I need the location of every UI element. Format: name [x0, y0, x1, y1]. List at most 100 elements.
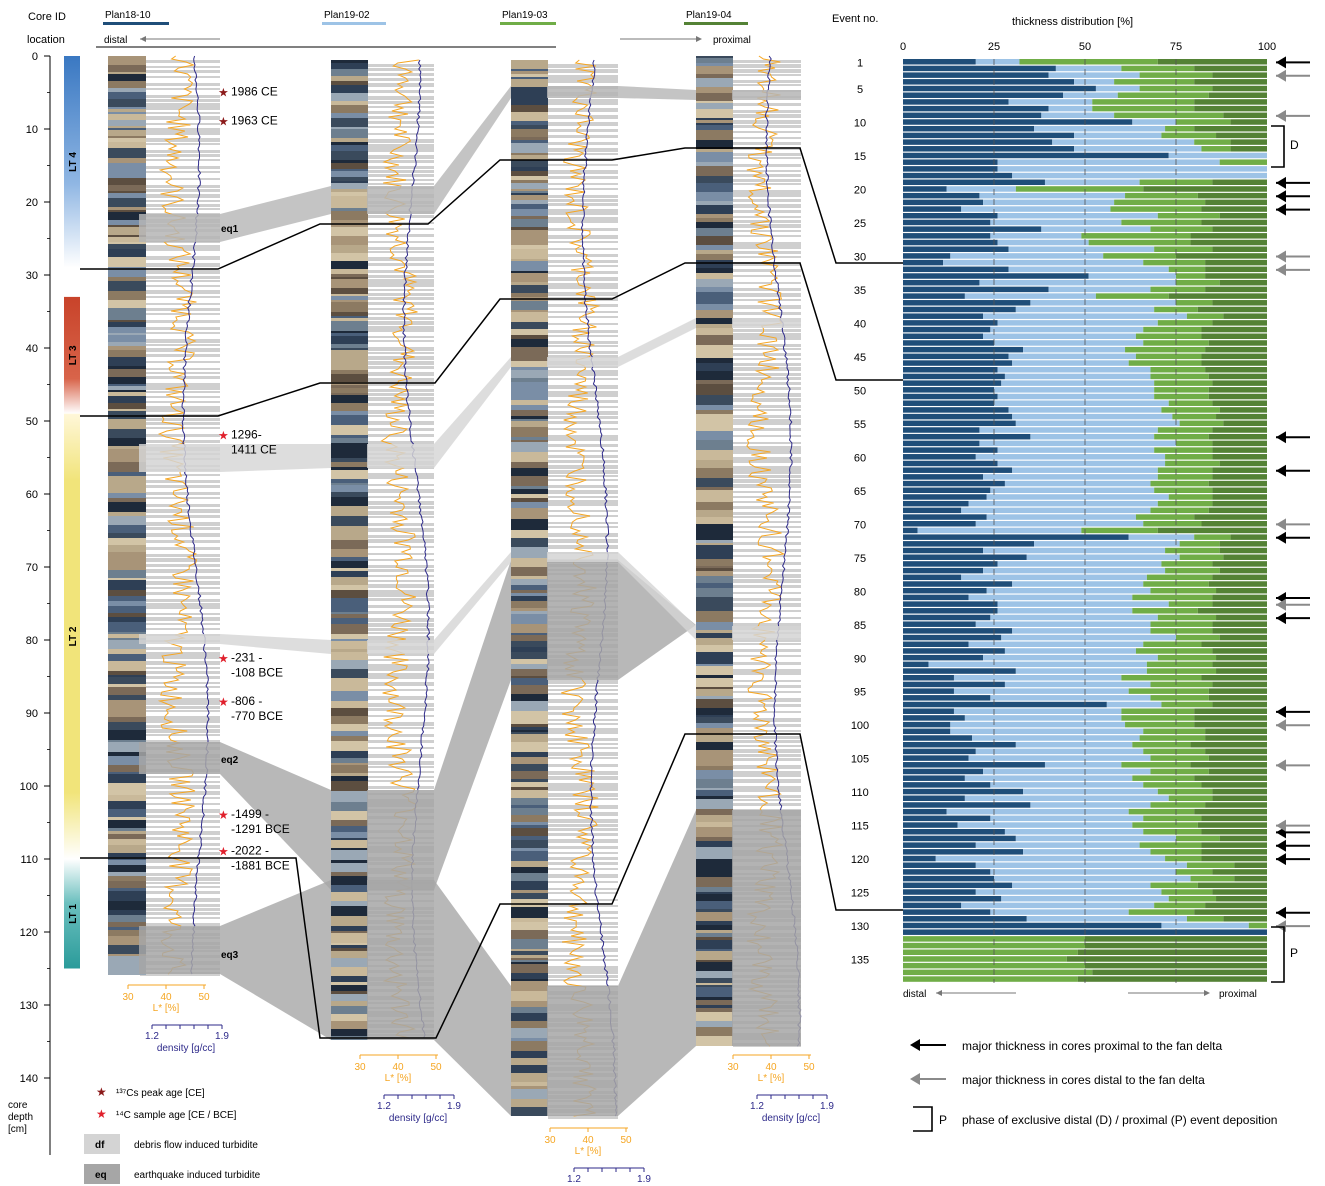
core2-photo-layer	[331, 561, 368, 568]
bar-event-138-Plan19-03	[903, 976, 1078, 982]
eq3-band-core4	[732, 810, 801, 1046]
bar-event-111-Plan19-03	[1168, 795, 1213, 802]
core1-event-stripe	[140, 692, 220, 695]
df1-band-core1	[139, 444, 220, 472]
event-label-90: 90	[854, 653, 866, 665]
bar-event-128-Plan19-02	[990, 909, 1129, 915]
core2-event-stripe	[368, 90, 434, 93]
core4-event-stripe	[733, 799, 801, 801]
core4-photo-layer	[696, 205, 733, 214]
core3-photo-layer	[511, 538, 548, 547]
core4-photo-layer	[696, 1000, 733, 1005]
bar-event-77-Plan19-04	[1219, 567, 1267, 574]
bar-event-43-Plan19-04	[1208, 340, 1267, 346]
core2-event-stripe	[368, 516, 434, 518]
core4-photo-layer	[696, 120, 733, 123]
core4-photo-layer	[696, 103, 733, 109]
core4-photo-layer	[696, 118, 733, 120]
core3-photo-layer	[511, 1038, 548, 1041]
core1-photo-layer	[108, 649, 146, 654]
arrow-distal-icon-100-head	[1276, 719, 1286, 732]
bar-event-19-Plan18-10	[903, 179, 1045, 186]
core1-event-stripe	[140, 348, 220, 352]
core3-photo-layer	[511, 790, 548, 798]
core2-event-stripe	[368, 308, 434, 310]
bar-event-79-Plan18-10	[903, 581, 1013, 587]
bar-event-63-Plan19-04	[1212, 474, 1267, 480]
core3-photo-layer	[511, 664, 548, 669]
bar-event-115-Plan19-03	[1132, 822, 1198, 828]
bar-event-72-Plan19-02	[1128, 534, 1195, 540]
bar-event-89-Plan18-10	[903, 648, 1005, 654]
age-label-5-b: -770 BCE	[231, 709, 283, 723]
arrow-proximal-icon-84-head	[1276, 612, 1286, 625]
core3-event-stripe	[548, 260, 618, 263]
bar-event-75-Plan19-02	[1026, 554, 1180, 560]
arrow-distal-icon-70-head	[1276, 518, 1286, 531]
core1-photo-layer	[108, 922, 146, 927]
bar-event-14-Plan19-04	[1230, 146, 1267, 152]
core1-photo-layer	[108, 411, 146, 419]
age-star-icon-7: ★	[218, 845, 229, 859]
core1-event-stripe	[140, 368, 220, 370]
core1-event-stripe	[140, 676, 220, 679]
bar-event-73-Plan19-04	[1219, 541, 1267, 547]
bar-event-86-Plan19-03	[1150, 628, 1213, 634]
core1-photo-layer	[108, 366, 146, 369]
bar-event-42-Plan19-02	[983, 333, 1136, 340]
bar-event-97-Plan19-04	[1212, 701, 1267, 708]
bar-event-25-Plan19-02	[990, 219, 1122, 226]
depth-tick-label-120: 120	[20, 927, 38, 939]
core3-event-stripe	[548, 833, 618, 836]
core1-photo-layer	[108, 342, 146, 346]
core3-photo-layer	[511, 239, 548, 242]
bar-event-100-Plan19-03	[1125, 721, 1195, 728]
core4-event-stripe	[733, 711, 801, 713]
core2-photo-layer	[331, 540, 368, 549]
core3-photo-layer	[511, 867, 548, 873]
core2-event-stripe	[368, 366, 434, 369]
core2-event-stripe	[368, 565, 434, 568]
core3-photo-layer	[511, 301, 548, 310]
core4-event-stripe	[733, 170, 801, 172]
bar-event-86-Plan18-10	[903, 628, 1013, 634]
core3-photo-layer	[511, 641, 548, 647]
bar-event-67-Plan18-10	[903, 500, 969, 507]
core3-event-stripe	[548, 500, 618, 504]
core1-photo-layer	[108, 915, 146, 922]
core1-photo-layer	[108, 327, 146, 333]
bars-proximal-arrow-head	[1204, 990, 1210, 996]
core2-event-stripe	[368, 434, 434, 437]
core3-photo-layer	[511, 558, 548, 567]
c14-star-icon: ★	[96, 1107, 107, 1121]
core4-photo-layer	[696, 545, 733, 549]
core3-photo-layer	[511, 502, 548, 508]
core3-photo-layer	[511, 1021, 548, 1028]
core2-photo-layer	[331, 277, 368, 279]
bar-event-54-Plan19-03	[1172, 413, 1217, 420]
bar-event-67-Plan19-02	[968, 500, 1158, 507]
core1-photo-layer	[108, 193, 146, 198]
core2-photo-layer	[331, 577, 368, 585]
core3-event-stripe	[548, 75, 618, 79]
core3-photo-layer	[511, 1099, 548, 1107]
core3-event-stripe	[548, 475, 618, 477]
core4-event-stripe	[733, 718, 801, 722]
core2-photo-layer	[331, 151, 368, 160]
bar-event-77-Plan19-02	[983, 567, 1166, 574]
core2-event-stripe	[368, 160, 434, 163]
bar-event-127-Plan19-04	[1205, 902, 1267, 909]
core4-photo-layer	[696, 859, 733, 867]
core4-photo-layer	[696, 140, 733, 149]
core4-event-stripe	[733, 246, 801, 249]
core3-photo-layer	[511, 183, 548, 189]
bar-event-132-Plan19-04	[1085, 936, 1267, 942]
bar-event-124-Plan19-04	[1197, 882, 1267, 889]
core3-event-stripe	[548, 852, 618, 854]
core4-photo-layer	[696, 985, 733, 987]
bar-event-9-Plan19-03	[1114, 112, 1224, 119]
core2-photo-layer	[331, 177, 368, 181]
df1-band-core3	[547, 357, 618, 367]
bar-event-102-Plan19-02	[972, 735, 1140, 741]
core1-event-stripe	[140, 848, 220, 850]
